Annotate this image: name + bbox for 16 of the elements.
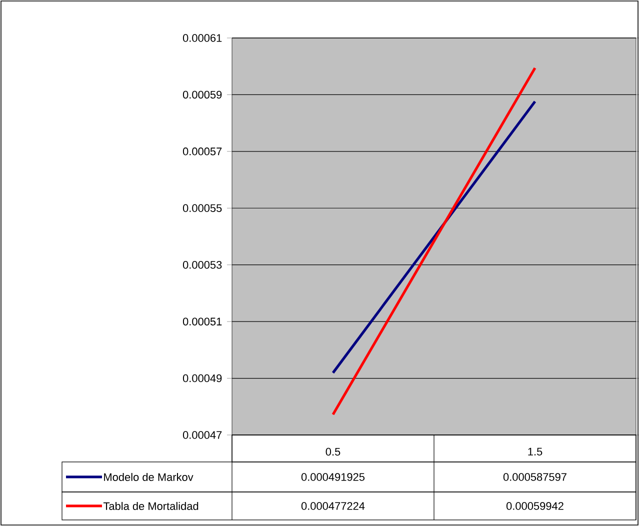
y-tick-label: 0.00061	[182, 34, 222, 42]
y-tick-label: 0.00057	[182, 148, 222, 156]
x-tick-label: 1.5	[528, 448, 542, 456]
y-tick-label: 0.00047	[182, 431, 222, 439]
legend-label: Modelo de Markov	[104, 472, 194, 482]
y-tick-label: 0.00055	[182, 204, 222, 212]
y-tick-label: 0.00053	[182, 260, 222, 269]
y-tick-label: 0.00051	[182, 318, 222, 326]
data-label: 0.00059942	[506, 502, 564, 510]
x-tick-label: 0.5	[326, 448, 340, 456]
data-label: 0.000491925	[301, 473, 365, 481]
y-tick-label: 0.00059	[182, 90, 222, 99]
data-label: 0.000587597	[503, 473, 566, 481]
legend-label: Tabla de Mortalidad	[103, 502, 198, 510]
data-label: 0.000477224	[301, 502, 365, 510]
y-tick-label: 0.00049	[182, 374, 222, 382]
